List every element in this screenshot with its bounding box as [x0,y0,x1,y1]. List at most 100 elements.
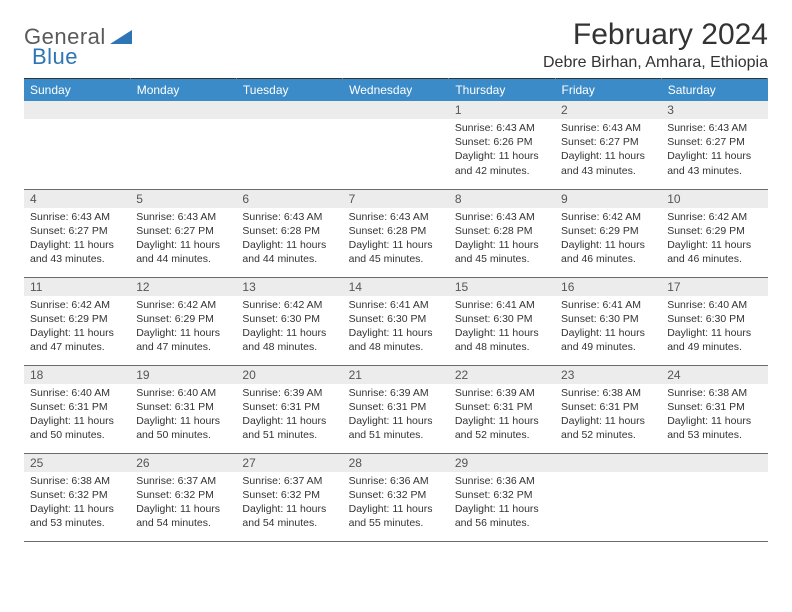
calendar-cell: 23Sunrise: 6:38 AMSunset: 6:31 PMDayligh… [555,365,661,453]
sunset-text: Sunset: 6:30 PM [667,312,761,326]
sunrise-text: Sunrise: 6:43 AM [136,210,230,224]
cell-body: Sunrise: 6:43 AMSunset: 6:27 PMDaylight:… [24,208,130,271]
sunset-text: Sunset: 6:31 PM [136,400,230,414]
sunset-text: Sunset: 6:32 PM [30,488,124,502]
daylight-text: Daylight: 11 hours and 56 minutes. [455,502,549,530]
daylight-text: Daylight: 11 hours and 43 minutes. [30,238,124,266]
daylight-text: Daylight: 11 hours and 50 minutes. [136,414,230,442]
cell-body: Sunrise: 6:37 AMSunset: 6:32 PMDaylight:… [130,472,236,535]
calendar-cell: 4Sunrise: 6:43 AMSunset: 6:27 PMDaylight… [24,189,130,277]
day-number: 18 [24,366,130,384]
sunset-text: Sunset: 6:31 PM [349,400,443,414]
daylight-text: Daylight: 11 hours and 43 minutes. [561,149,655,177]
sunset-text: Sunset: 6:32 PM [455,488,549,502]
location-subtitle: Debre Birhan, Amhara, Ethiopia [543,54,768,72]
calendar-cell [343,101,449,189]
day-number: 22 [449,366,555,384]
sunrise-text: Sunrise: 6:40 AM [667,298,761,312]
logo-word-blue-wrap: Blue [32,44,78,70]
calendar-cell: 14Sunrise: 6:41 AMSunset: 6:30 PMDayligh… [343,277,449,365]
weekday-header-thursday: Thursday [449,79,555,102]
logo-word-blue: Blue [32,44,78,69]
day-number: 1 [449,101,555,119]
sunrise-text: Sunrise: 6:43 AM [30,210,124,224]
calendar-cell: 3Sunrise: 6:43 AMSunset: 6:27 PMDaylight… [661,101,767,189]
month-title: February 2024 [543,18,768,52]
calendar-body: 1Sunrise: 6:43 AMSunset: 6:26 PMDaylight… [24,101,768,541]
cell-body: Sunrise: 6:43 AMSunset: 6:28 PMDaylight:… [449,208,555,271]
daylight-text: Daylight: 11 hours and 52 minutes. [561,414,655,442]
sunrise-text: Sunrise: 6:38 AM [30,474,124,488]
sunrise-text: Sunrise: 6:43 AM [561,121,655,135]
day-number: 15 [449,278,555,296]
day-number: 9 [555,190,661,208]
daylight-text: Daylight: 11 hours and 54 minutes. [242,502,336,530]
daylight-text: Daylight: 11 hours and 48 minutes. [242,326,336,354]
day-number [24,101,130,119]
sunset-text: Sunset: 6:27 PM [30,224,124,238]
day-number [661,454,767,472]
calendar-cell: 21Sunrise: 6:39 AMSunset: 6:31 PMDayligh… [343,365,449,453]
calendar-cell: 25 Sunrise: 6:38 AMSunset: 6:32 PMDayligh… [24,453,130,541]
cell-body: Sunrise: 6:40 AMSunset: 6:30 PMDaylight:… [661,296,767,359]
calendar-cell: 1Sunrise: 6:43 AMSunset: 6:26 PMDaylight… [449,101,555,189]
daylight-text: Daylight: 11 hours and 55 minutes. [349,502,443,530]
day-number: 2 [555,101,661,119]
calendar-cell: 6Sunrise: 6:43 AMSunset: 6:28 PMDaylight… [236,189,342,277]
sunset-text: Sunset: 6:29 PM [561,224,655,238]
daylight-text: Daylight: 11 hours and 54 minutes. [136,502,230,530]
sunset-text: Sunset: 6:28 PM [349,224,443,238]
day-number [130,101,236,119]
day-number: 19 [130,366,236,384]
weekday-header-monday: Monday [130,79,236,102]
cell-body: Sunrise: 6:43 AMSunset: 6:28 PMDaylight:… [236,208,342,271]
day-number [343,101,449,119]
calendar-cell: 13Sunrise: 6:42 AMSunset: 6:30 PMDayligh… [236,277,342,365]
cell-body: Sunrise: 6:39 AMSunset: 6:31 PMDaylight:… [343,384,449,447]
calendar-cell: 19Sunrise: 6:40 AMSunset: 6:31 PMDayligh… [130,365,236,453]
sunset-text: Sunset: 6:32 PM [349,488,443,502]
calendar-cell [661,453,767,541]
daylight-text: Daylight: 11 hours and 52 minutes. [455,414,549,442]
sunset-text: Sunset: 6:32 PM [136,488,230,502]
day-number: 27 [236,454,342,472]
sunset-text: Sunset: 6:28 PM [455,224,549,238]
daylight-text: Daylight: 11 hours and 47 minutes. [30,326,124,354]
cell-body: Sunrise: 6:40 AMSunset: 6:31 PMDaylight:… [130,384,236,447]
calendar-cell [236,101,342,189]
calendar-cell: 8Sunrise: 6:43 AMSunset: 6:28 PMDaylight… [449,189,555,277]
day-number: 16 [555,278,661,296]
day-number: 25 [24,454,130,472]
calendar-cell [130,101,236,189]
sunset-text: Sunset: 6:31 PM [561,400,655,414]
sunset-text: Sunset: 6:32 PM [242,488,336,502]
calendar-cell: 2Sunrise: 6:43 AMSunset: 6:27 PMDaylight… [555,101,661,189]
sunrise-text: Sunrise: 6:37 AM [242,474,336,488]
daylight-text: Daylight: 11 hours and 42 minutes. [455,149,549,177]
page-header: General February 2024 Debre Birhan, Amha… [24,18,768,72]
daylight-text: Daylight: 11 hours and 51 minutes. [242,414,336,442]
calendar-week-row: 25Sunrise: 6:38 AMSunset: 6:32 PMDayligh… [24,453,768,541]
daylight-text: Daylight: 11 hours and 53 minutes. [30,502,124,530]
cell-body: Sunrise: 6:41 AMSunset: 6:30 PMDaylight:… [343,296,449,359]
daylight-text: Daylight: 11 hours and 44 minutes. [136,238,230,266]
daylight-text: Daylight: 11 hours and 43 minutes. [667,149,761,177]
calendar-cell: 17Sunrise: 6:40 AMSunset: 6:30 PMDayligh… [661,277,767,365]
sunset-text: Sunset: 6:30 PM [242,312,336,326]
daylight-text: Daylight: 11 hours and 46 minutes. [667,238,761,266]
cell-body: Sunrise: 6:39 AMSunset: 6:31 PMDaylight:… [449,384,555,447]
cell-body: Sunrise: 6:36 AMSunset: 6:32 PMDaylight:… [449,472,555,535]
day-number: 4 [24,190,130,208]
cell-body: Sunrise: 6:43 AMSunset: 6:27 PMDaylight:… [555,119,661,182]
logo-triangle-icon [110,26,132,49]
cell-body: Sunrise: 6:38 AMSunset: 6:31 PMDaylight:… [661,384,767,447]
day-number: 3 [661,101,767,119]
sunset-text: Sunset: 6:27 PM [561,135,655,149]
sunrise-text: Sunrise: 6:42 AM [136,298,230,312]
calendar-table: SundayMondayTuesdayWednesdayThursdayFrid… [24,78,768,542]
weekday-header-friday: Friday [555,79,661,102]
sunset-text: Sunset: 6:26 PM [455,135,549,149]
cell-body: Sunrise: 6:39 AMSunset: 6:31 PMDaylight:… [236,384,342,447]
sunrise-text: Sunrise: 6:38 AM [561,386,655,400]
weekday-header-saturday: Saturday [661,79,767,102]
